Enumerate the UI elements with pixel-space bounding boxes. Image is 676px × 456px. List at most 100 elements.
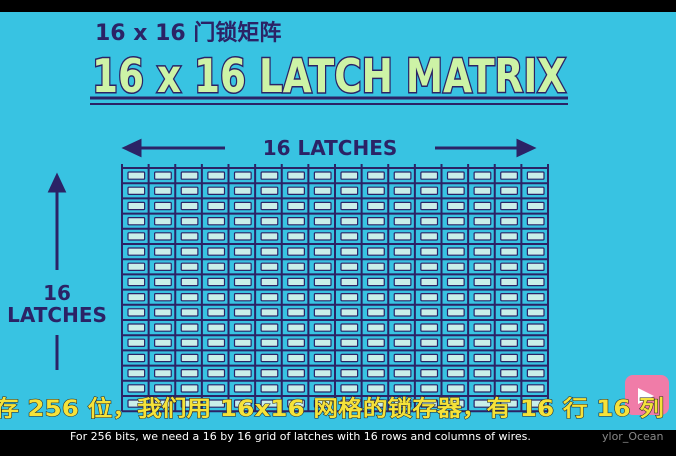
latch [446,384,465,393]
latch [340,384,359,393]
latch [526,293,545,302]
latch [154,277,172,287]
latch [287,369,305,378]
latch [233,323,252,332]
latch [420,277,439,287]
latch [446,353,465,363]
latch [367,293,385,302]
latch [446,293,465,302]
latch [233,293,252,302]
latch [446,201,465,211]
latch [127,369,146,378]
latch [473,338,492,348]
latch [287,232,305,241]
latch [154,247,172,256]
latch [127,323,146,332]
latch [340,232,359,241]
latch [393,338,412,348]
latch [180,369,199,378]
latch [367,247,385,256]
latch [154,293,172,302]
latch [420,262,439,272]
latch [526,277,545,287]
latch [313,308,332,317]
latch [260,277,279,287]
latch [233,186,252,195]
columns-label: 16 LATCHES [263,136,398,160]
latch [313,384,332,393]
latch [180,232,199,241]
latch [313,277,332,287]
latch [446,323,465,332]
latch [207,171,226,180]
latch [473,308,492,317]
latch [473,323,492,332]
latch [446,399,465,408]
latch [393,186,412,195]
latch [154,323,172,332]
latch [446,171,465,180]
latch [154,217,172,226]
latch [233,217,252,226]
latch [526,217,545,226]
latch [260,232,279,241]
latch [287,353,305,363]
latch [340,247,359,256]
latch [207,369,226,378]
latch [420,171,439,180]
latch [154,171,172,180]
latch [393,293,412,302]
latch [127,293,146,302]
latch [526,171,545,180]
latch [473,353,492,363]
latch [473,171,492,180]
latch [473,277,492,287]
logo-play [638,388,654,404]
latch [446,232,465,241]
latch [260,186,279,195]
latch [500,232,518,241]
latch [526,247,545,256]
latch [393,217,412,226]
latch [420,384,439,393]
latch [367,217,385,226]
latch [446,217,465,226]
latch [260,262,279,272]
latch [367,384,385,393]
latch [207,186,226,195]
latch [420,369,439,378]
latch [473,399,492,408]
latch [287,293,305,302]
latch [500,353,518,363]
latch [446,338,465,348]
latch [420,293,439,302]
column-arrows [47,138,537,370]
latch [287,247,305,256]
latch [127,308,146,317]
latch [393,277,412,287]
latch [127,353,146,363]
latch [526,399,545,408]
latch [154,232,172,241]
latch [260,201,279,211]
latch [500,186,518,195]
latch [313,201,332,211]
latch [313,323,332,332]
latch [180,201,199,211]
latch [340,186,359,195]
latch [473,232,492,241]
latch [340,262,359,272]
latch [180,277,199,287]
rows-label-text: LATCHES [7,303,107,327]
latch [367,353,385,363]
latch [233,201,252,211]
latch [207,384,226,393]
latch [154,384,172,393]
latch [207,293,226,302]
latch [340,399,359,408]
watermark: ylor_Ocean [602,430,664,443]
latch [393,308,412,317]
latch [180,186,199,195]
latch [180,171,199,180]
english-caption: For 256 bits, we need a 16 by 16 grid of… [70,430,531,443]
